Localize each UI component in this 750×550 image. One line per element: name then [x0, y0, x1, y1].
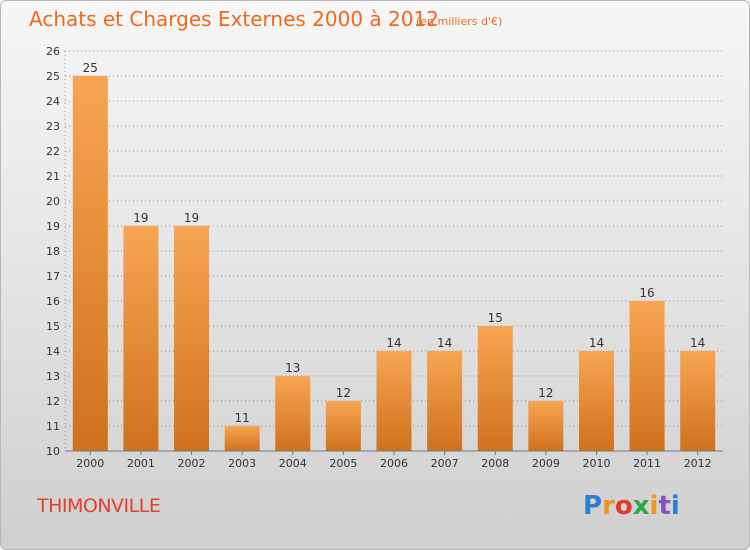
bar-2012 [680, 351, 716, 451]
bar-2008 [477, 326, 513, 451]
x-tick-label-2001: 2001 [127, 457, 155, 470]
chart-subtitle: (en milliers d'€) [416, 15, 503, 28]
y-tick-label: 10 [46, 445, 60, 458]
data-label-2002: 19 [184, 211, 199, 225]
data-label-2007: 14 [437, 336, 452, 350]
y-tick-label: 11 [46, 420, 60, 433]
y-tick-label: 16 [46, 295, 60, 308]
y-tick-label: 19 [46, 220, 60, 233]
logo-letter: i [649, 491, 659, 521]
y-tick-label: 12 [46, 395, 60, 408]
y-tick-label: 26 [46, 45, 60, 58]
bar-2000 [72, 76, 108, 451]
bar-2011 [629, 301, 665, 451]
data-label-2004: 13 [285, 361, 300, 375]
bar-2001 [123, 226, 159, 451]
data-label-2000: 25 [83, 61, 98, 75]
x-tick-label-2003: 2003 [228, 457, 256, 470]
x-tick-label-2009: 2009 [532, 457, 560, 470]
logo-letter: P [583, 491, 603, 521]
bar-2005 [325, 401, 361, 451]
data-label-2001: 19 [133, 211, 148, 225]
bar-2007 [427, 351, 463, 451]
y-tick-label: 17 [46, 270, 60, 283]
y-tick-label: 24 [46, 95, 60, 108]
logo-letter: t [658, 491, 671, 521]
bar-2003 [224, 426, 260, 451]
logo-letter: o [614, 491, 633, 521]
data-label-2012: 14 [690, 336, 705, 350]
y-tick-label: 23 [46, 120, 60, 133]
logo-letter: i [670, 491, 680, 521]
x-tick-label-2011: 2011 [633, 457, 661, 470]
data-label-2009: 12 [538, 386, 553, 400]
proxiti-logo: Proxiti [583, 491, 680, 521]
x-tick-label-2010: 2010 [582, 457, 610, 470]
data-labels: 25 19 19 11 13 12 14 14 15 12 14 16 14 [83, 61, 706, 425]
y-axis-ticks: 10 11 12 13 14 15 16 17 18 19 20 21 22 23 24 25 26 [46, 45, 60, 458]
commune-name: THIMONVILLE [37, 495, 161, 517]
x-tick-label-2006: 2006 [380, 457, 408, 470]
data-label-2003: 11 [235, 411, 250, 425]
data-label-2005: 12 [336, 386, 351, 400]
x-tick-label-2000: 2000 [76, 457, 104, 470]
bars [72, 76, 716, 451]
data-label-2010: 14 [589, 336, 604, 350]
x-tick-label-2005: 2005 [329, 457, 357, 470]
x-tick-label-2012: 2012 [684, 457, 712, 470]
bar-2010 [578, 351, 614, 451]
logo-letter: x [632, 491, 650, 521]
y-tick-label: 18 [46, 245, 60, 258]
y-tick-label: 14 [46, 345, 60, 358]
data-label-2008: 15 [488, 311, 503, 325]
y-tick-label: 21 [46, 170, 60, 183]
bar-2002 [174, 226, 210, 451]
y-tick-label: 13 [46, 370, 60, 383]
y-tick-label: 15 [46, 320, 60, 333]
x-axis-ticks: 2000 2001 2002 2003 2004 2005 2006 2007 2008 2009… [65, 450, 723, 470]
chart-title: Achats et Charges Externes 2000 à 2012 [29, 7, 439, 31]
bar-2004 [275, 376, 311, 451]
x-tick-label-2007: 2007 [431, 457, 459, 470]
x-tick-label-2004: 2004 [279, 457, 307, 470]
y-tick-label: 25 [46, 70, 60, 83]
bar-2009 [528, 401, 564, 451]
y-tick-label: 22 [46, 145, 60, 158]
x-tick-label-2008: 2008 [481, 457, 509, 470]
x-tick-label-2002: 2002 [178, 457, 206, 470]
data-label-2006: 14 [386, 336, 401, 350]
data-label-2011: 16 [639, 286, 654, 300]
y-tick-label: 20 [46, 195, 60, 208]
bar-2006 [376, 351, 412, 451]
logo-letter: r [602, 491, 615, 521]
